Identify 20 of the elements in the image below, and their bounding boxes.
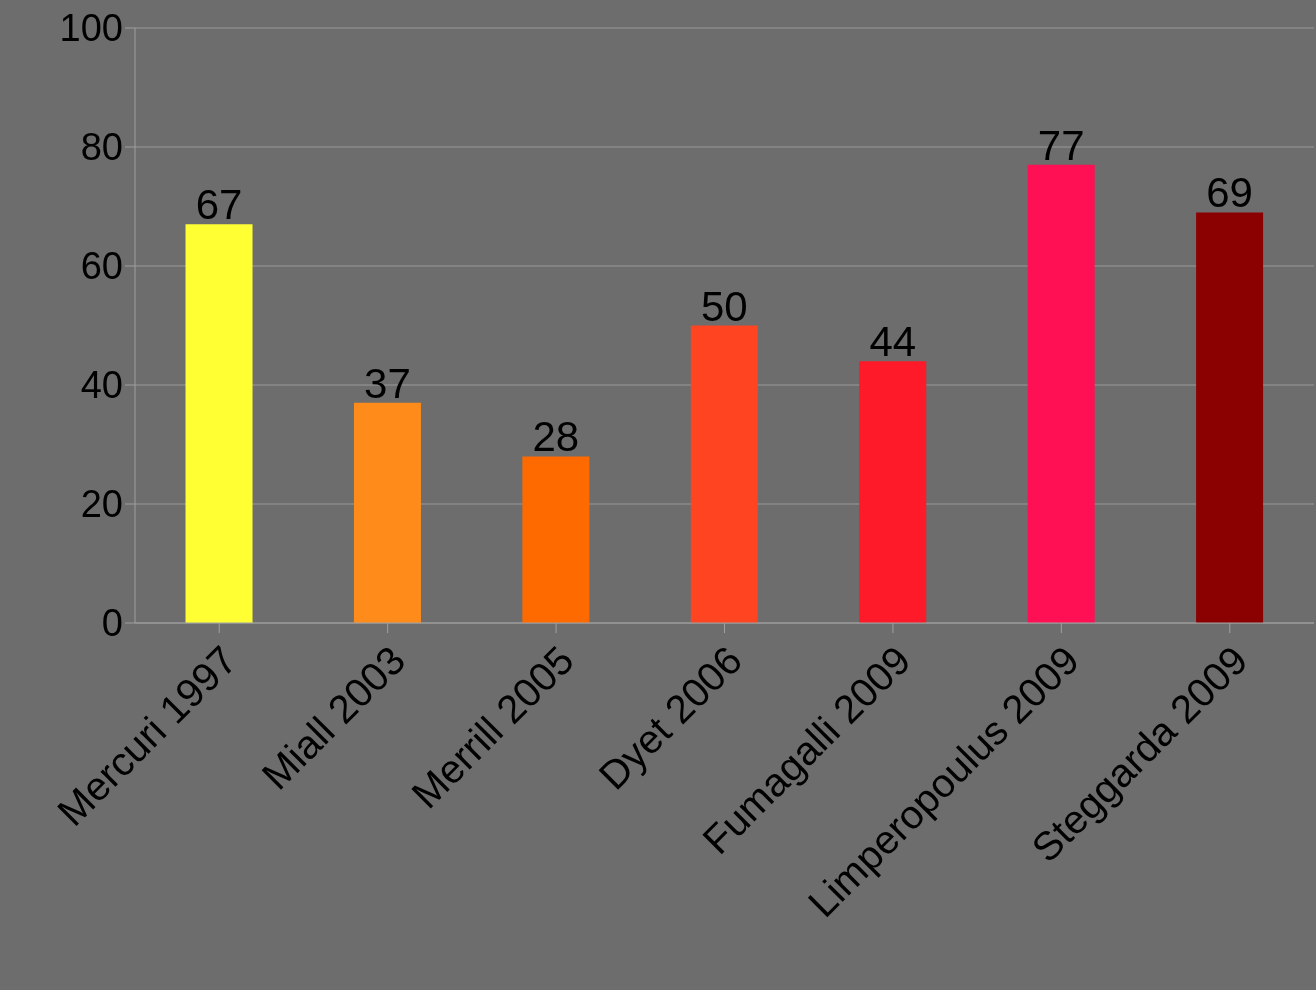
y-tick-label: 40 [80,364,123,407]
y-tick-label: 80 [80,126,123,169]
data-label: 37 [364,359,411,407]
bar [185,224,253,623]
bar [859,361,927,623]
bar [1027,164,1095,623]
y-tick-label: 60 [80,245,123,288]
data-label: 44 [869,318,917,366]
bar [1196,212,1264,623]
y-tick-label: 20 [80,483,123,526]
bar [353,402,421,623]
bar [690,325,758,623]
data-label: 50 [700,282,748,330]
data-label: 77 [1037,121,1085,169]
y-tick-label: 0 [101,602,123,645]
bar [522,456,590,623]
data-label: 28 [532,413,580,461]
data-label: 69 [1206,169,1253,217]
data-label: 67 [195,181,243,229]
y-tick-label: 100 [59,7,123,50]
